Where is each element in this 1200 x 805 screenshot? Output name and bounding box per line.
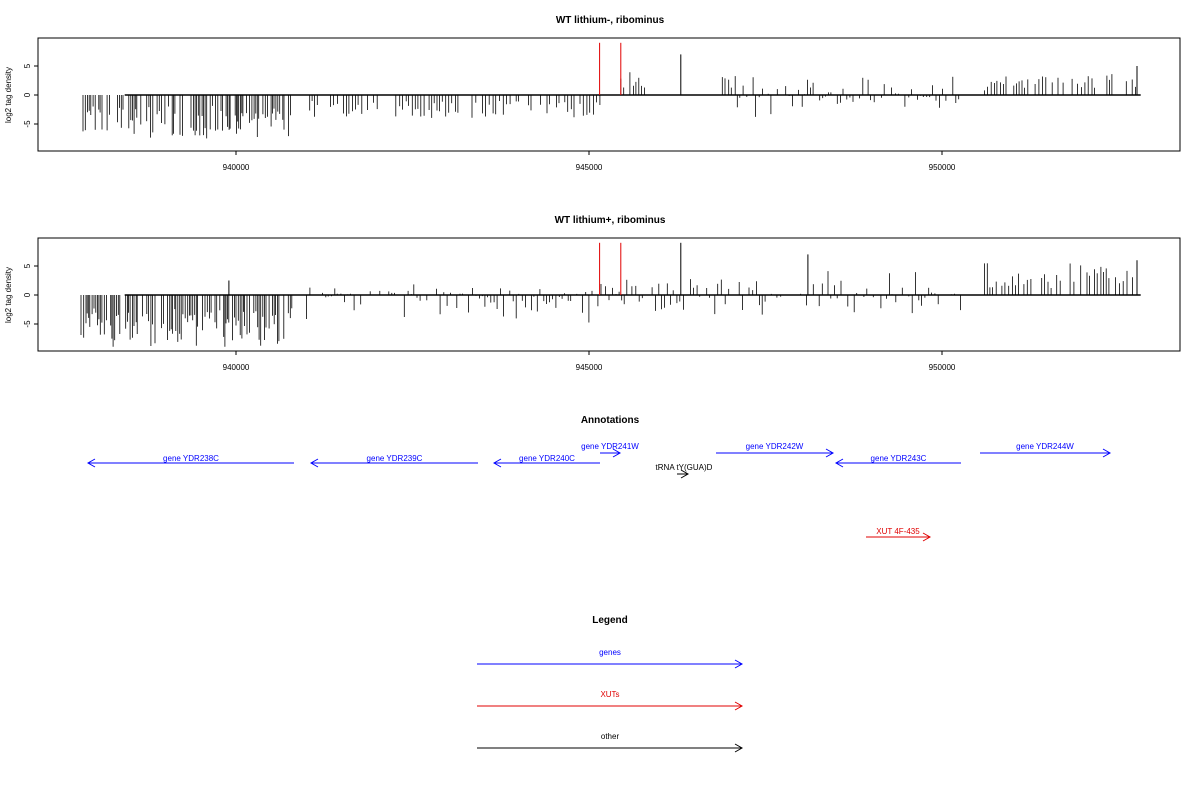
feature-arrow: XUT 4F-435 bbox=[866, 527, 932, 542]
legend-label: other bbox=[601, 732, 620, 741]
y-tick-label: 5 bbox=[23, 63, 32, 68]
feature-label: gene YDR244W bbox=[1016, 442, 1074, 451]
annotation-features: gene YDR238C gene YDR239C gene YDR240C gene… bbox=[86, 442, 1112, 542]
arrow-head bbox=[922, 532, 932, 542]
legend-entries: genes XUTs other bbox=[477, 648, 744, 753]
x-tick-label: 945000 bbox=[576, 363, 603, 372]
coverage-bars bbox=[82, 42, 1141, 139]
feature-label: gene YDR243C bbox=[871, 454, 927, 463]
feature-arrow: gene YDR242W bbox=[716, 442, 835, 458]
legend-entry: XUTs bbox=[477, 690, 744, 711]
x-tick-label: 950000 bbox=[929, 163, 956, 172]
arrow-head bbox=[734, 659, 744, 669]
arrow-head bbox=[86, 458, 96, 468]
feature-arrow: gene YDR239C bbox=[309, 454, 478, 468]
feature-label: gene YDR240C bbox=[519, 454, 575, 463]
feature-label: gene YDR242W bbox=[746, 442, 804, 451]
panel-title: WT lithium-, ribominus bbox=[556, 15, 665, 26]
legend-panel: Legend genes XUTs other bbox=[477, 615, 744, 753]
y-axis: 5 0 -5 log2 tag density bbox=[4, 263, 38, 328]
feature-arrow: gene YDR244W bbox=[980, 442, 1112, 458]
x-axis: 940000 945000 950000 bbox=[223, 151, 956, 172]
arrow-head bbox=[834, 458, 844, 468]
arrow-head bbox=[734, 701, 744, 711]
arrow-head bbox=[612, 448, 622, 458]
panel-title: WT lithium+, ribominus bbox=[555, 215, 666, 226]
arrow-head bbox=[309, 458, 319, 468]
y-tick-label: 0 bbox=[23, 292, 32, 297]
x-tick-label: 940000 bbox=[223, 363, 250, 372]
arrow-head bbox=[825, 448, 835, 458]
feature-arrow: gene YDR241W bbox=[581, 442, 639, 458]
y-tick-label: 5 bbox=[23, 263, 32, 268]
legend-label: genes bbox=[599, 648, 621, 657]
arrow-head bbox=[680, 469, 690, 479]
x-tick-label: 950000 bbox=[929, 363, 956, 372]
feature-label: XUT 4F-435 bbox=[876, 527, 920, 536]
y-tick-label: -5 bbox=[23, 120, 32, 128]
annotations-panel: Annotations gene YDR238C gene YDR239C gene… bbox=[86, 415, 1112, 542]
feature-arrow: gene YDR238C bbox=[86, 454, 294, 468]
feature-label: gene YDR238C bbox=[163, 454, 219, 463]
feature-arrow: gene YDR240C bbox=[492, 454, 600, 468]
feature-arrow: tRNA tY(GUA)D bbox=[656, 463, 713, 479]
x-tick-label: 945000 bbox=[576, 163, 603, 172]
y-tick-label: 0 bbox=[23, 92, 32, 97]
x-tick-label: 940000 bbox=[223, 163, 250, 172]
arrow-head bbox=[1102, 448, 1112, 458]
arrow-head bbox=[492, 458, 502, 468]
legend-title: Legend bbox=[592, 615, 628, 626]
legend-label: XUTs bbox=[600, 690, 619, 699]
x-axis: 940000 945000 950000 bbox=[223, 351, 956, 372]
y-tick-label: -5 bbox=[23, 320, 32, 328]
feature-arrow: gene YDR243C bbox=[834, 454, 961, 468]
feature-label: gene YDR239C bbox=[367, 454, 423, 463]
panel-lithium-plus: WT lithium+, ribominus 5 0 -5 log2 tag d… bbox=[4, 215, 1181, 372]
legend-entry: other bbox=[477, 732, 744, 753]
feature-label: gene YDR241W bbox=[581, 442, 639, 451]
coverage-bars bbox=[80, 242, 1141, 347]
y-axis-label: log2 tag density bbox=[4, 67, 13, 123]
y-axis: 5 0 -5 log2 tag density bbox=[4, 63, 38, 128]
legend-entry: genes bbox=[477, 648, 744, 669]
feature-label: tRNA tY(GUA)D bbox=[656, 463, 713, 472]
arrow-head bbox=[734, 743, 744, 753]
annotations-title: Annotations bbox=[581, 415, 640, 426]
y-axis-label: log2 tag density bbox=[4, 267, 13, 323]
panel-lithium-minus: WT lithium-, ribominus 5 0 -5 log2 tag d… bbox=[4, 15, 1181, 172]
